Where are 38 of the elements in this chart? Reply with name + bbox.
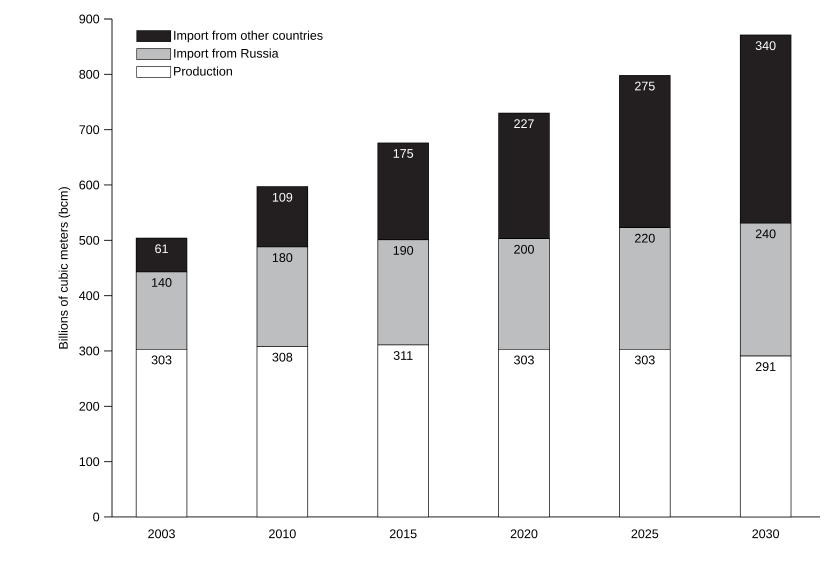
data-label: 140 [152, 278, 172, 287]
legend-label: Import from other countries [174, 30, 323, 42]
data-label: 303 [152, 356, 172, 364]
y-tick-label: 700 [79, 125, 100, 134]
data-label: 61 [155, 244, 168, 254]
legend-label: Import from Russia [174, 48, 279, 60]
x-tick-label: 2015 [390, 529, 417, 538]
y-tick-label: 200 [79, 402, 100, 411]
y-tick-label: 100 [80, 457, 100, 466]
data-label: 190 [394, 246, 414, 255]
y-tick-label: 0 [93, 512, 100, 522]
data-label: 200 [514, 244, 534, 254]
data-label: 175 [394, 149, 414, 158]
data-label: 227 [514, 119, 534, 128]
data-label: 220 [635, 234, 655, 243]
data-label: 240 [756, 229, 776, 238]
data-label: 303 [634, 356, 655, 364]
data-label: 291 [756, 362, 776, 372]
data-label: 109 [272, 192, 292, 202]
data-label: 311 [394, 351, 413, 360]
data-label: 308 [272, 352, 292, 362]
x-tick-label: 2010 [269, 529, 296, 538]
x-tick-label: 2020 [510, 529, 538, 538]
y-tick-label: 800 [79, 70, 100, 79]
y-axis-title: Billions of cubic meters (bcm) [58, 187, 70, 349]
data-label: 303 [514, 356, 534, 364]
legend-label: Production [174, 66, 232, 76]
y-tick-label: 300 [79, 346, 100, 356]
y-tick-label: 500 [79, 236, 100, 245]
y-tick-label: 900 [79, 14, 100, 24]
y-tick-label: 600 [79, 180, 100, 190]
y-tick-label: 400 [79, 291, 100, 300]
data-label: 340 [756, 41, 776, 50]
x-tick-label: 2030 [752, 529, 780, 538]
data-label: 275 [635, 82, 655, 90]
x-tick-label: 2025 [632, 529, 658, 538]
x-tick-label: 2003 [148, 529, 175, 538]
data-label: 180 [272, 253, 292, 262]
